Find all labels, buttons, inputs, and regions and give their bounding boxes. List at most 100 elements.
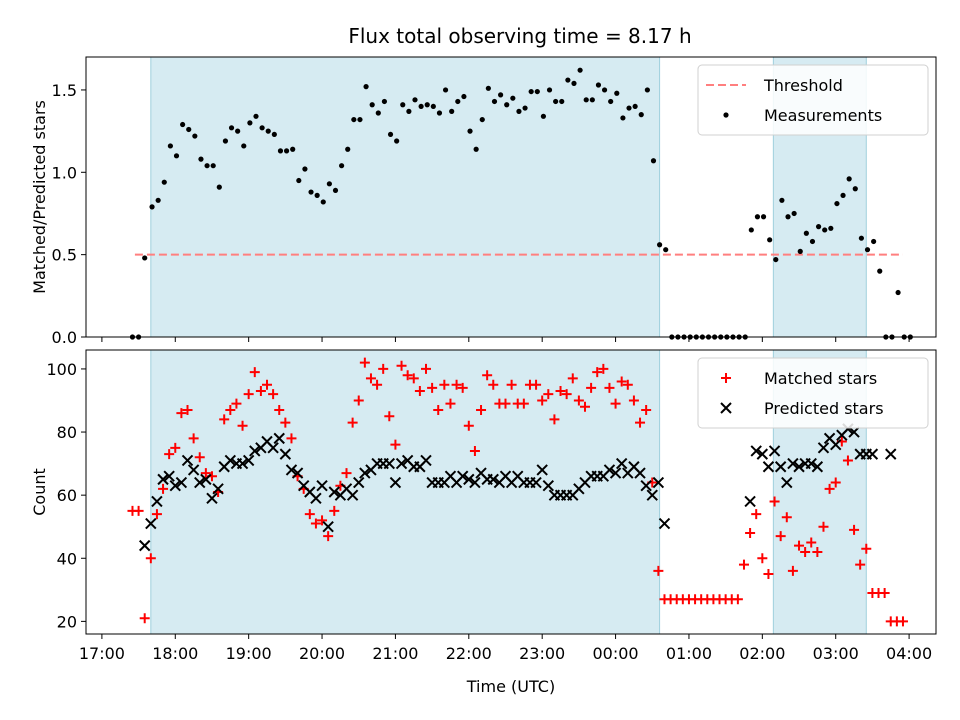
measurement-point: [522, 105, 528, 111]
predicted-star-point: [175, 476, 188, 489]
matched-star-point: [170, 442, 181, 453]
predicted-star-point: [866, 448, 879, 460]
matched-star-point: [830, 477, 841, 488]
matched-star-point: [243, 389, 254, 400]
predicted-star-point: [310, 492, 322, 505]
measurement-point: [754, 214, 761, 220]
predicted-star-point: [224, 454, 237, 467]
matched-star-point: [897, 616, 908, 627]
measurement-point: [387, 131, 394, 138]
y-axis-label: Count: [30, 468, 49, 516]
predicted-star-point: [793, 461, 805, 473]
matched-star-point: [151, 509, 162, 520]
y-tick-label: 20: [57, 612, 77, 631]
measurement-point: [767, 237, 773, 243]
legend: Threshold Measurements: [697, 64, 929, 136]
measurement-point: [326, 181, 332, 187]
y-tick-label: 0.5: [52, 246, 77, 265]
predicted-star-point: [456, 470, 469, 482]
measurement-point: [400, 102, 406, 108]
matched-star-point: [806, 537, 817, 548]
measurement-point: [516, 108, 522, 114]
measurement-point: [565, 77, 571, 83]
matched-star-point: [451, 379, 462, 390]
matched-star-point: [225, 404, 236, 415]
matched-star-point: [616, 376, 627, 387]
matched-star-point: [378, 363, 389, 374]
measurement-point: [332, 187, 339, 194]
measurement-point: [504, 102, 510, 108]
matched-star-point: [396, 360, 407, 371]
measurement-point: [363, 84, 369, 90]
matched-star-point: [237, 420, 248, 431]
matched-star-point: [738, 559, 749, 570]
predicted-star-point: [151, 495, 163, 508]
measurement-point: [546, 87, 553, 93]
y-tick-label: 40: [57, 549, 77, 568]
plot-frame: [85, 349, 937, 635]
measurement-point: [803, 230, 809, 236]
measurement-point: [345, 146, 351, 152]
predicted-star-point: [389, 476, 402, 489]
measurement-point: [595, 82, 602, 88]
measurement-point: [791, 210, 797, 217]
matched-star-point: [879, 587, 890, 598]
matched-star-point: [231, 398, 242, 409]
measurement-point: [846, 176, 852, 182]
measurement-point: [161, 179, 167, 185]
matched-star-point: [469, 445, 480, 456]
predicted-star-point: [273, 432, 285, 445]
predicted-star-point: [316, 479, 328, 492]
measurement-point: [663, 247, 669, 253]
matched-star-point: [274, 404, 285, 415]
predicted-star-point: [420, 454, 432, 467]
matched-star-point: [482, 370, 493, 381]
matched-star-point: [610, 398, 621, 409]
measurement-point: [271, 131, 277, 138]
matched-star-point: [861, 543, 872, 554]
matched-star-point: [445, 398, 456, 409]
matched-star-point: [164, 449, 175, 460]
measurement-point: [192, 133, 198, 139]
measurement-point: [473, 146, 479, 152]
measurement-point: [797, 248, 803, 254]
matched-star-point: [781, 512, 792, 523]
measurement-point: [308, 189, 314, 195]
matched-star-point: [549, 414, 560, 425]
predicted-star-point: [609, 467, 622, 479]
matched-star-point: [463, 420, 474, 431]
matched-star-point: [787, 565, 798, 576]
matched-star-point: [537, 395, 548, 406]
measurement-point: [351, 116, 357, 123]
measurement-point: [626, 105, 632, 111]
matched-star-point: [268, 389, 279, 400]
measurement-point: [822, 227, 828, 233]
predicted-star-point: [762, 461, 775, 473]
matched-star-point: [139, 613, 150, 624]
measurement-point: [540, 113, 547, 119]
predicted-star-point: [830, 438, 842, 451]
measurement-point: [265, 128, 271, 134]
measurement-point: [852, 186, 858, 192]
y-tick-label: 60: [57, 486, 77, 505]
measurement-point: [895, 289, 901, 296]
measurement-point: [467, 128, 473, 134]
measurement-point: [424, 102, 430, 108]
measurement-point: [479, 116, 485, 123]
measurement-point: [210, 163, 216, 169]
matched-star-point: [408, 373, 419, 384]
matched-star-point: [842, 455, 853, 466]
matched-star-point: [145, 553, 156, 564]
measurement-point: [650, 158, 657, 164]
measurement-point: [222, 138, 229, 144]
y-tick-label: 1.5: [52, 81, 77, 100]
measurement-point: [858, 235, 864, 241]
matched-star-point: [555, 386, 566, 397]
predicted-star-point: [542, 479, 555, 492]
predicted-star-point: [187, 464, 200, 476]
measurement-point: [216, 184, 222, 190]
matched-star-point: [800, 546, 811, 557]
measurement-point: [461, 93, 467, 100]
predicted-star-point: [291, 467, 304, 479]
